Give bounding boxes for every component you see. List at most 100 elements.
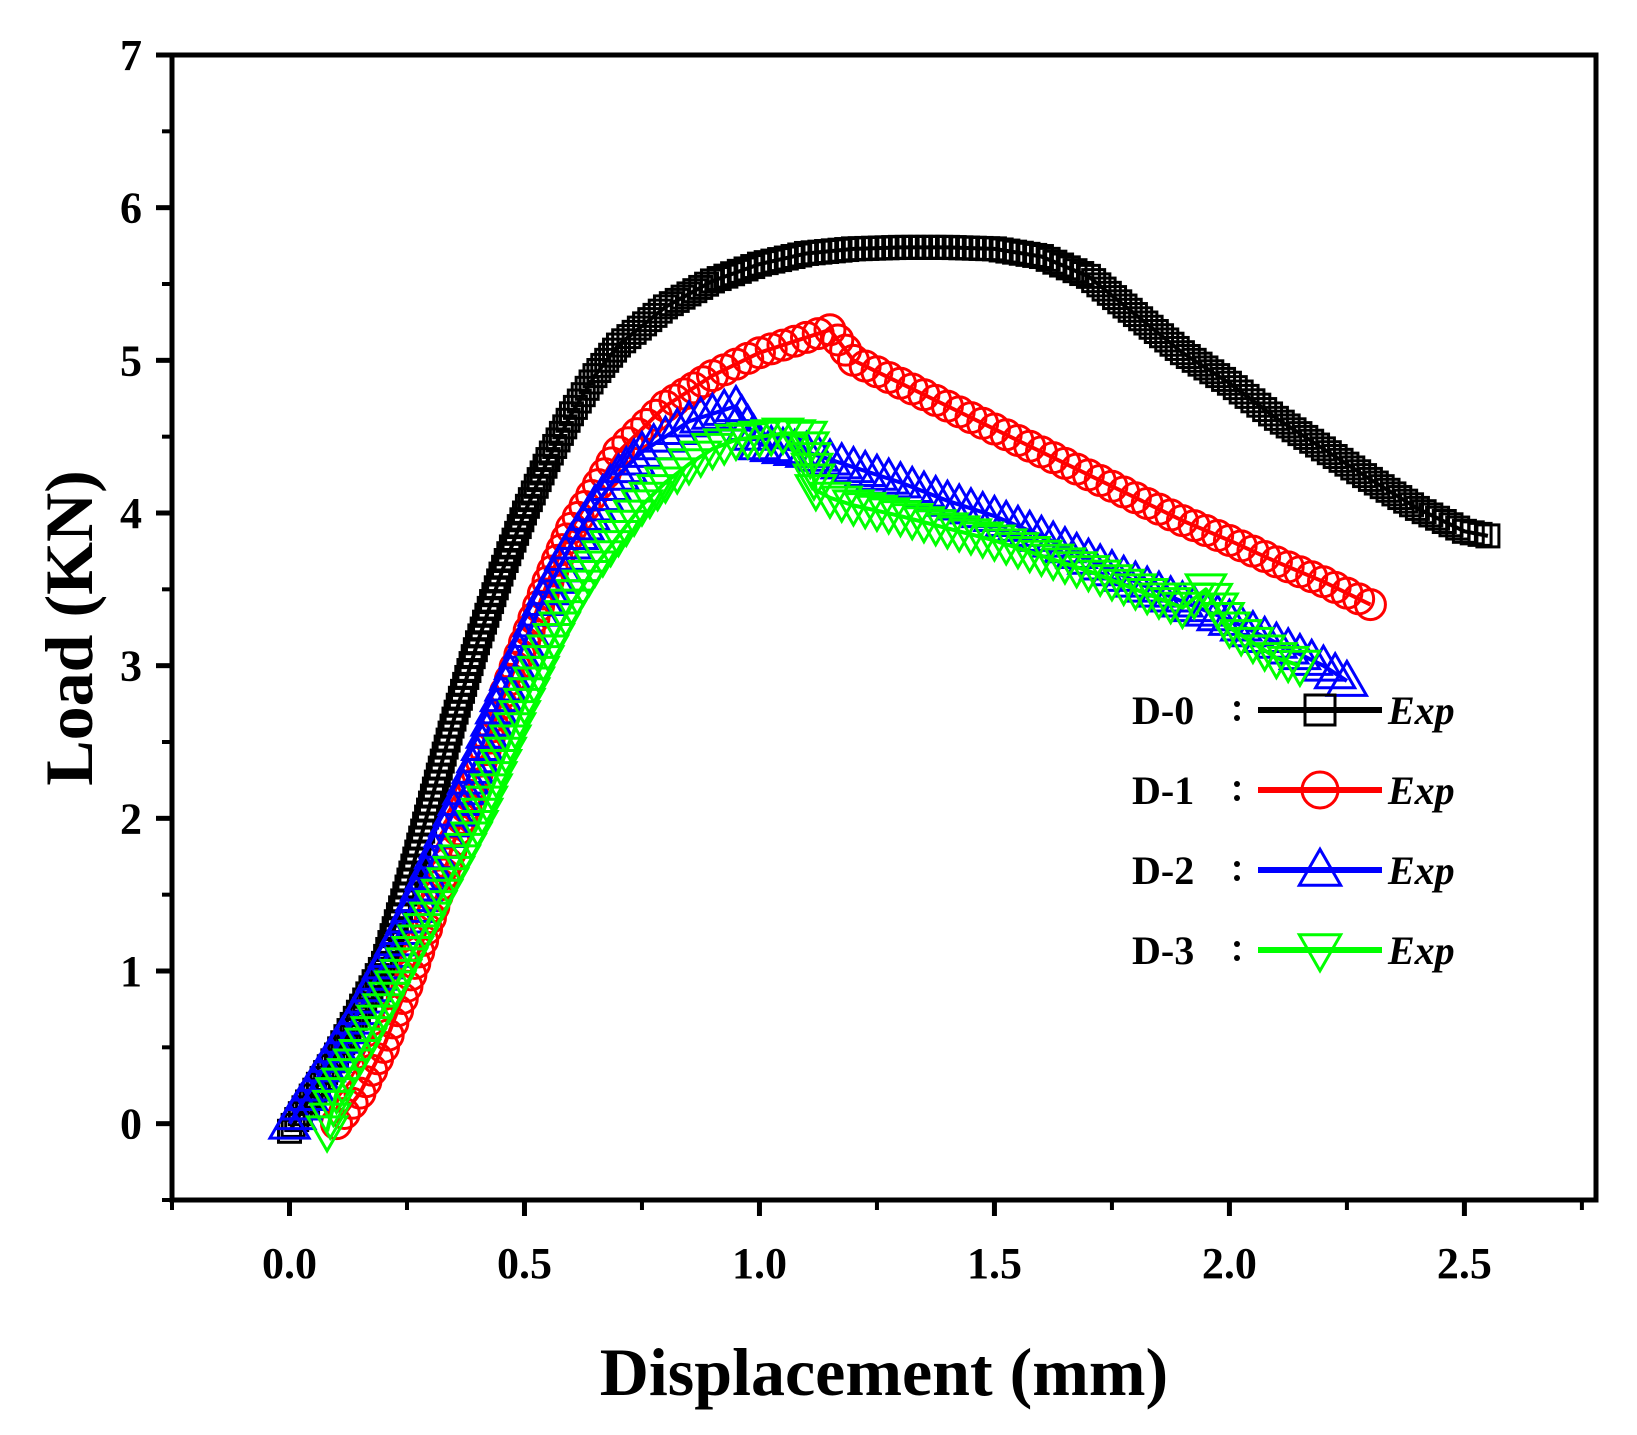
data-point [749,423,794,463]
data-point [720,261,746,287]
data-point [635,474,680,513]
data-point [677,371,711,405]
legend-label: Exp [1387,848,1455,893]
data-point [455,810,500,849]
data-point [469,773,514,812]
data-point [619,429,665,468]
x-tick-label: 1.5 [967,1239,1022,1288]
legend-series-name: D-3 [1132,928,1194,973]
data-point [604,444,649,484]
data-point [1475,523,1501,549]
y-axis-title: Load (KN) [31,470,107,785]
data-point [488,724,533,764]
data-point [643,466,688,506]
series-layer [267,234,1501,1154]
data-point [611,437,657,476]
data-point [737,420,782,460]
y-tick-label: 6 [120,184,142,233]
data-point [773,245,799,271]
data-point [1160,591,1205,631]
legend-series-name: D-0 [1132,688,1194,733]
x-tick-label: 2.0 [1202,1239,1257,1288]
x-axis: 0.0 0.5 1.0 1.5 2.0 2.5 [170,1200,1584,1288]
data-point [627,481,672,521]
legend-colon-dot [1234,715,1240,721]
data-point [1035,246,1061,272]
data-point [514,493,540,519]
data-point [580,472,625,512]
data-point [843,448,888,487]
data-point [619,489,665,528]
y-tick-label: 0 [120,1100,142,1149]
data-point [1055,255,1081,281]
data-point [813,313,847,347]
data-point [772,419,817,458]
data-point [713,423,759,463]
data-point [511,500,537,526]
data-point [678,440,723,480]
data-point [572,482,618,522]
data-point [694,271,720,297]
data-point [523,473,549,499]
data-point [1207,611,1252,651]
data-point [648,389,682,423]
data-point [749,419,794,458]
data-point [1459,520,1485,546]
x-tick-label: 1.0 [732,1239,787,1288]
data-point [631,421,676,461]
data-point [1219,619,1264,658]
data-point [501,527,527,553]
x-tick-label: 0.0 [262,1239,317,1288]
data-point [767,247,793,273]
data-point [620,417,654,451]
data-point [506,514,532,540]
legend-series-name: D-2 [1132,848,1194,893]
data-point [526,467,552,493]
legend-item: D-2 Exp [1132,846,1455,893]
data-point [488,561,514,587]
legend-colon-dot [1234,701,1240,707]
data-point [1277,649,1323,689]
legend-marker [1303,693,1337,727]
data-point [509,507,535,533]
data-point [746,251,772,277]
legend-item: D-0 Exp [1132,688,1455,733]
series-D-3 [304,417,1323,1154]
data-point [726,258,752,284]
x-tick-label: 2.5 [1437,1239,1492,1288]
y-axis: 0 1 2 3 4 5 6 7 [120,31,172,1202]
data-point [491,554,517,580]
data-point [469,698,514,737]
y-tick-label: 3 [120,642,142,691]
data-point [464,785,510,825]
data-point [819,440,864,480]
data-point [702,428,747,467]
data-point [455,734,500,774]
legend-colon-dot [1234,795,1240,801]
data-point [1467,521,1493,547]
y-tick-label: 2 [120,794,142,843]
legend-colon-dot [1234,781,1240,787]
data-point [496,541,522,567]
data-point [529,460,555,486]
data-point [753,250,779,276]
data-point [690,432,735,472]
legend-marker [1296,846,1344,887]
y-tick-label: 5 [120,336,142,385]
data-point [760,417,806,457]
data-point [504,520,530,546]
data-point [821,323,855,357]
y-tick-label: 7 [120,31,142,80]
data-point [699,268,725,294]
data-point [486,568,512,594]
data-point [829,333,863,367]
data-point [786,431,831,470]
data-point [866,456,911,495]
legend-marker [1296,933,1344,974]
data-point [602,337,628,363]
data-point [666,448,712,487]
x-tick-label: 0.5 [497,1239,552,1288]
data-point [492,712,538,751]
data-point [787,242,813,268]
